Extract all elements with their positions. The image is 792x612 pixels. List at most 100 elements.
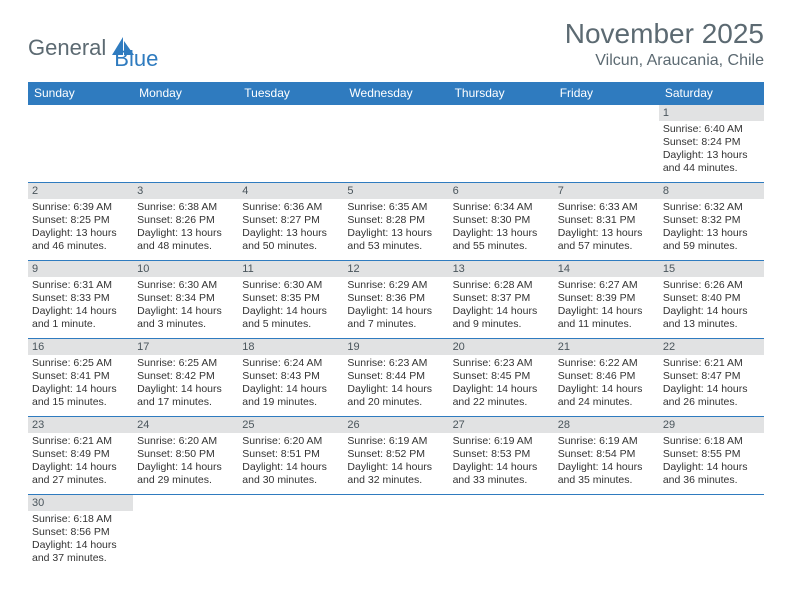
calendar-day: 2Sunrise: 6:39 AMSunset: 8:25 PMDaylight… — [28, 183, 133, 261]
day-number: 13 — [449, 261, 554, 277]
sunset-text: Sunset: 8:50 PM — [137, 448, 234, 461]
page-header: General Blue November 2025 Vilcun, Arauc… — [28, 18, 764, 72]
sunset-text: Sunset: 8:37 PM — [453, 292, 550, 305]
day-number: 12 — [343, 261, 448, 277]
calendar-empty — [449, 105, 554, 183]
sunset-text: Sunset: 8:36 PM — [347, 292, 444, 305]
calendar-day: 16Sunrise: 6:25 AMSunset: 8:41 PMDayligh… — [28, 339, 133, 417]
sunset-text: Sunset: 8:33 PM — [32, 292, 129, 305]
sunrise-text: Sunrise: 6:18 AM — [663, 435, 760, 448]
day-details: Sunrise: 6:23 AMSunset: 8:44 PMDaylight:… — [343, 355, 448, 414]
calendar-table: Sunday Monday Tuesday Wednesday Thursday… — [28, 82, 764, 573]
daylight-text: Daylight: 13 hours and 55 minutes. — [453, 227, 550, 253]
calendar-day: 12Sunrise: 6:29 AMSunset: 8:36 PMDayligh… — [343, 261, 448, 339]
daylight-text: Daylight: 13 hours and 48 minutes. — [137, 227, 234, 253]
sunset-text: Sunset: 8:25 PM — [32, 214, 129, 227]
calendar-day: 24Sunrise: 6:20 AMSunset: 8:50 PMDayligh… — [133, 417, 238, 495]
day-number: 17 — [133, 339, 238, 355]
calendar-empty — [449, 495, 554, 573]
calendar-empty — [133, 105, 238, 183]
sunrise-text: Sunrise: 6:21 AM — [663, 357, 760, 370]
daylight-text: Daylight: 14 hours and 20 minutes. — [347, 383, 444, 409]
day-number: 3 — [133, 183, 238, 199]
weekday-header: Thursday — [449, 82, 554, 105]
calendar-body: 1Sunrise: 6:40 AMSunset: 8:24 PMDaylight… — [28, 105, 764, 573]
day-number: 16 — [28, 339, 133, 355]
day-number: 5 — [343, 183, 448, 199]
day-details: Sunrise: 6:38 AMSunset: 8:26 PMDaylight:… — [133, 199, 238, 258]
sunset-text: Sunset: 8:39 PM — [558, 292, 655, 305]
sunrise-text: Sunrise: 6:25 AM — [32, 357, 129, 370]
sunrise-text: Sunrise: 6:36 AM — [242, 201, 339, 214]
sunrise-text: Sunrise: 6:19 AM — [558, 435, 655, 448]
weekday-header: Monday — [133, 82, 238, 105]
weekday-header: Friday — [554, 82, 659, 105]
calendar-day: 23Sunrise: 6:21 AMSunset: 8:49 PMDayligh… — [28, 417, 133, 495]
calendar-day: 27Sunrise: 6:19 AMSunset: 8:53 PMDayligh… — [449, 417, 554, 495]
day-details: Sunrise: 6:25 AMSunset: 8:41 PMDaylight:… — [28, 355, 133, 414]
day-details: Sunrise: 6:34 AMSunset: 8:30 PMDaylight:… — [449, 199, 554, 258]
daylight-text: Daylight: 14 hours and 33 minutes. — [453, 461, 550, 487]
daylight-text: Daylight: 14 hours and 22 minutes. — [453, 383, 550, 409]
day-details: Sunrise: 6:35 AMSunset: 8:28 PMDaylight:… — [343, 199, 448, 258]
daylight-text: Daylight: 14 hours and 1 minute. — [32, 305, 129, 331]
day-details: Sunrise: 6:39 AMSunset: 8:25 PMDaylight:… — [28, 199, 133, 258]
calendar-day: 26Sunrise: 6:19 AMSunset: 8:52 PMDayligh… — [343, 417, 448, 495]
weekday-header: Wednesday — [343, 82, 448, 105]
calendar-day: 18Sunrise: 6:24 AMSunset: 8:43 PMDayligh… — [238, 339, 343, 417]
calendar-row: 30Sunrise: 6:18 AMSunset: 8:56 PMDayligh… — [28, 495, 764, 573]
day-number: 14 — [554, 261, 659, 277]
day-details: Sunrise: 6:23 AMSunset: 8:45 PMDaylight:… — [449, 355, 554, 414]
sunrise-text: Sunrise: 6:38 AM — [137, 201, 234, 214]
calendar-day: 17Sunrise: 6:25 AMSunset: 8:42 PMDayligh… — [133, 339, 238, 417]
day-number: 1 — [659, 105, 764, 121]
calendar-row: 23Sunrise: 6:21 AMSunset: 8:49 PMDayligh… — [28, 417, 764, 495]
sunrise-text: Sunrise: 6:32 AM — [663, 201, 760, 214]
day-number: 22 — [659, 339, 764, 355]
day-details: Sunrise: 6:26 AMSunset: 8:40 PMDaylight:… — [659, 277, 764, 336]
calendar-day: 9Sunrise: 6:31 AMSunset: 8:33 PMDaylight… — [28, 261, 133, 339]
sunrise-text: Sunrise: 6:19 AM — [453, 435, 550, 448]
sunset-text: Sunset: 8:41 PM — [32, 370, 129, 383]
sunset-text: Sunset: 8:51 PM — [242, 448, 339, 461]
day-details: Sunrise: 6:22 AMSunset: 8:46 PMDaylight:… — [554, 355, 659, 414]
daylight-text: Daylight: 13 hours and 53 minutes. — [347, 227, 444, 253]
day-number: 30 — [28, 495, 133, 511]
sunset-text: Sunset: 8:27 PM — [242, 214, 339, 227]
sunrise-text: Sunrise: 6:33 AM — [558, 201, 655, 214]
day-number: 6 — [449, 183, 554, 199]
calendar-day: 3Sunrise: 6:38 AMSunset: 8:26 PMDaylight… — [133, 183, 238, 261]
logo-text-blue: Blue — [114, 46, 158, 72]
day-number: 2 — [28, 183, 133, 199]
calendar-day: 13Sunrise: 6:28 AMSunset: 8:37 PMDayligh… — [449, 261, 554, 339]
calendar-day: 5Sunrise: 6:35 AMSunset: 8:28 PMDaylight… — [343, 183, 448, 261]
sunrise-text: Sunrise: 6:34 AM — [453, 201, 550, 214]
daylight-text: Daylight: 13 hours and 44 minutes. — [663, 149, 760, 175]
calendar-day: 22Sunrise: 6:21 AMSunset: 8:47 PMDayligh… — [659, 339, 764, 417]
day-number: 26 — [343, 417, 448, 433]
sunrise-text: Sunrise: 6:29 AM — [347, 279, 444, 292]
daylight-text: Daylight: 14 hours and 36 minutes. — [663, 461, 760, 487]
day-number: 11 — [238, 261, 343, 277]
calendar-day: 1Sunrise: 6:40 AMSunset: 8:24 PMDaylight… — [659, 105, 764, 183]
day-number: 19 — [343, 339, 448, 355]
calendar-row: 1Sunrise: 6:40 AMSunset: 8:24 PMDaylight… — [28, 105, 764, 183]
calendar-empty — [238, 105, 343, 183]
sunrise-text: Sunrise: 6:23 AM — [347, 357, 444, 370]
sunset-text: Sunset: 8:40 PM — [663, 292, 760, 305]
weekday-header: Sunday — [28, 82, 133, 105]
logo: General Blue — [28, 24, 158, 72]
sunset-text: Sunset: 8:54 PM — [558, 448, 655, 461]
sunset-text: Sunset: 8:28 PM — [347, 214, 444, 227]
sunrise-text: Sunrise: 6:26 AM — [663, 279, 760, 292]
day-number: 25 — [238, 417, 343, 433]
daylight-text: Daylight: 13 hours and 59 minutes. — [663, 227, 760, 253]
calendar-row: 9Sunrise: 6:31 AMSunset: 8:33 PMDaylight… — [28, 261, 764, 339]
day-number: 27 — [449, 417, 554, 433]
sunrise-text: Sunrise: 6:30 AM — [137, 279, 234, 292]
calendar-empty — [343, 105, 448, 183]
daylight-text: Daylight: 13 hours and 57 minutes. — [558, 227, 655, 253]
calendar-day: 28Sunrise: 6:19 AMSunset: 8:54 PMDayligh… — [554, 417, 659, 495]
calendar-day: 25Sunrise: 6:20 AMSunset: 8:51 PMDayligh… — [238, 417, 343, 495]
day-details: Sunrise: 6:32 AMSunset: 8:32 PMDaylight:… — [659, 199, 764, 258]
